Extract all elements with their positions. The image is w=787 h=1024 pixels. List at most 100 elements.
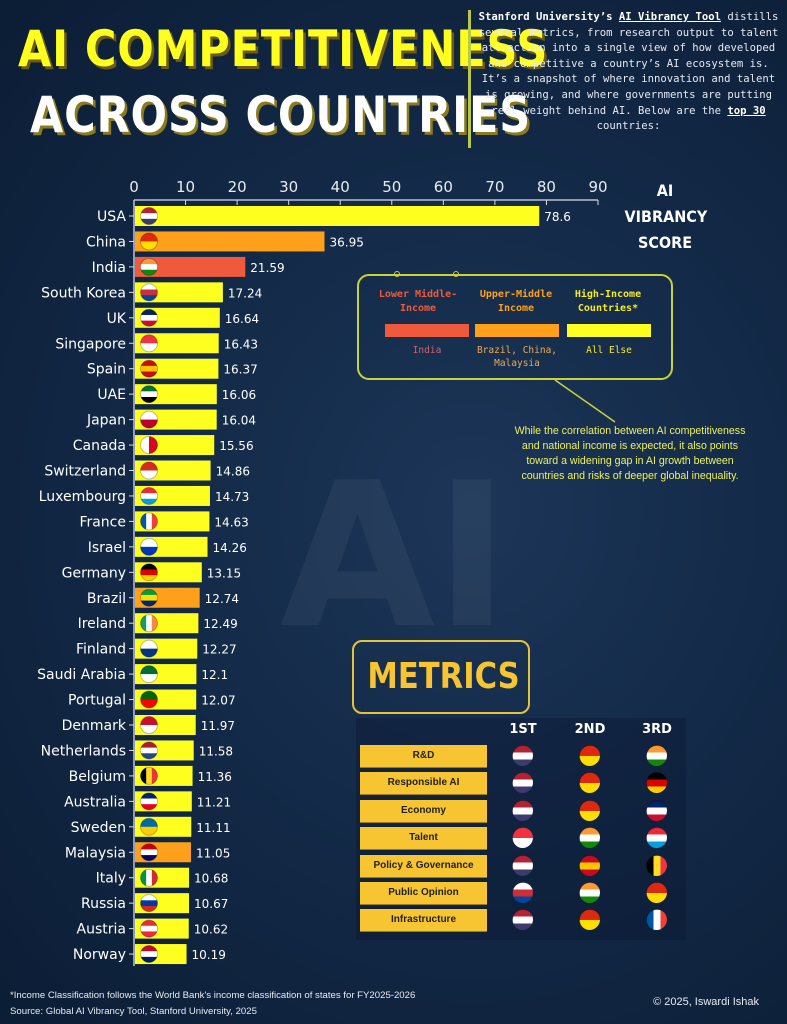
metrics-title-text: METRICS (367, 656, 520, 697)
bar-usa (135, 206, 540, 226)
rank-2-flag (579, 882, 600, 903)
income-footnote: *Income Classification follows the World… (10, 990, 416, 1001)
column-1st: 1ST (509, 722, 537, 737)
rank-2-flag (579, 854, 600, 876)
cn-flag-icon (579, 799, 600, 821)
fr-flag-icon (140, 512, 158, 531)
value-label: 12.1 (201, 668, 228, 682)
country-label: Malaysia (65, 845, 126, 861)
my-flag-icon (140, 843, 158, 862)
legend-countries-high: All Else (586, 345, 632, 356)
value-label: 14.26 (213, 541, 247, 555)
rank-2-flag (579, 799, 600, 821)
value-label: 16.06 (222, 388, 256, 402)
cn-flag-icon (579, 909, 600, 931)
metric-public-opinion: Public Opinion (360, 882, 487, 905)
x-tick-label: 20 (228, 178, 247, 196)
value-label: 10.62 (194, 923, 228, 937)
fr-flag-icon (646, 909, 667, 931)
value-label: 11.36 (198, 770, 232, 784)
rank-3-flag (646, 799, 667, 821)
x-tick-label: 70 (485, 178, 504, 196)
value-label: 12.49 (203, 617, 237, 631)
value-label: 21.59 (250, 261, 284, 275)
country-label: Australia (64, 794, 126, 810)
value-label: 15.56 (219, 439, 253, 453)
legend-label-upper-middle: Upper-Middle Income (479, 289, 553, 314)
intro-body: distills several metrics, from research … (478, 11, 779, 117)
it-flag-icon (140, 868, 158, 887)
rank-1-flag (512, 772, 533, 794)
be-flag-icon (140, 766, 158, 785)
rank-3-flag (646, 772, 667, 794)
value-label: 11.11 (196, 821, 230, 835)
rank-1-flag (512, 854, 533, 876)
country-label: Singapore (55, 336, 126, 352)
country-label: Israel (88, 540, 126, 556)
ru-flag-icon (140, 894, 158, 913)
footer: *Income Classification follows the World… (10, 988, 415, 1020)
cn-flag-icon (140, 232, 158, 251)
in-flag-icon (579, 882, 600, 903)
bar-uk (135, 307, 220, 328)
at-flag-icon (140, 919, 158, 938)
legend-countries-upper-middle: Brazil, China, Malaysia (476, 345, 558, 369)
x-tick-label: 10 (176, 178, 195, 196)
ch-flag-icon (140, 461, 158, 480)
value-label: 36.95 (329, 235, 363, 249)
value-label: 11.58 (199, 744, 233, 758)
x-axis-label: AI VIBRANCY SCORE (625, 178, 708, 256)
value-label: 14.86 (216, 465, 250, 479)
bar-india (135, 256, 246, 277)
de-flag-icon (140, 563, 158, 582)
country-label: Brazil (87, 591, 126, 607)
es-flag-icon (140, 359, 158, 378)
country-label: Sweden (71, 820, 126, 836)
fi-flag-icon (140, 639, 158, 658)
metric-responsible-ai: Responsible AI (360, 772, 487, 796)
il-flag-icon (140, 537, 158, 556)
value-label: 14.63 (214, 515, 248, 529)
intro-pre: Stanford University’s (478, 11, 619, 23)
country-label: USA (97, 209, 126, 225)
cn-flag-icon (579, 745, 600, 766)
rank-2-flag (579, 745, 600, 766)
in-flag-icon (579, 827, 600, 849)
country-label: Saudi Arabia (37, 667, 126, 683)
nl-flag-icon (140, 741, 158, 760)
metric-r-d: R&D (360, 745, 487, 768)
intro-emph: top 30 (727, 104, 766, 117)
kr-flag-icon (512, 882, 533, 903)
in-flag-icon (646, 745, 667, 766)
value-label: 11.21 (197, 795, 231, 809)
country-label: Luxembourg (39, 489, 126, 505)
country-label: Italy (96, 871, 126, 887)
rank-2-flag (579, 827, 600, 849)
ai-vibrancy-tool-link[interactable]: AI Vibrancy Tool (618, 11, 721, 23)
country-label: Netherlands (41, 743, 126, 759)
rank-1-flag (512, 909, 533, 931)
rank-1-flag (512, 745, 533, 766)
dk-flag-icon (140, 716, 158, 734)
column-2nd: 2ND (574, 722, 606, 737)
us-flag-icon (512, 772, 533, 794)
legend-label-high: High-Income Countries* (574, 289, 642, 314)
in-flag-icon (140, 257, 158, 276)
rank-3-flag (646, 854, 667, 876)
us-flag-icon (512, 854, 533, 876)
country-label: China (86, 234, 126, 250)
x-tick-label: 30 (279, 178, 298, 196)
title-line-1: AI COMPETITIVENESS (18, 20, 549, 78)
se-flag-icon (140, 817, 158, 836)
x-axis-label-word: SCORE (637, 233, 693, 252)
income-legend: Lower Middle-Income Upper-Middle Income … (357, 274, 673, 380)
rank-2-flag (579, 909, 600, 931)
country-label: Norway (73, 947, 126, 963)
value-label: 10.19 (192, 948, 226, 962)
gb-flag-icon (646, 799, 667, 821)
rank-3-flag (646, 882, 667, 903)
x-tick-label: 40 (331, 178, 350, 196)
bar-china (135, 231, 325, 252)
country-label: Germany (62, 565, 126, 581)
ae-flag-icon (140, 385, 158, 404)
